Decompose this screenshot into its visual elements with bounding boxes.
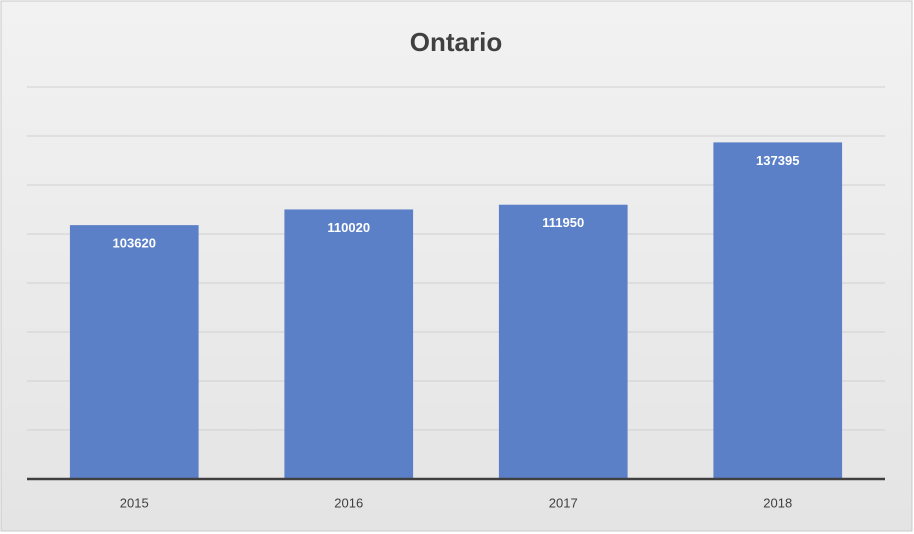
x-tick-label: 2018 bbox=[763, 495, 792, 510]
data-label: 103620 bbox=[113, 236, 156, 251]
x-tick-label: 2016 bbox=[334, 495, 363, 510]
data-label: 111950 bbox=[542, 215, 584, 230]
bar bbox=[498, 204, 628, 479]
x-tick-label: 2017 bbox=[549, 495, 578, 510]
bar bbox=[284, 209, 414, 480]
bar bbox=[69, 225, 199, 479]
x-tick-label: 2015 bbox=[120, 495, 149, 510]
bar bbox=[713, 142, 843, 479]
chart-title: Ontario bbox=[410, 27, 502, 57]
data-label: 137395 bbox=[756, 153, 799, 168]
data-label: 110020 bbox=[327, 220, 370, 235]
